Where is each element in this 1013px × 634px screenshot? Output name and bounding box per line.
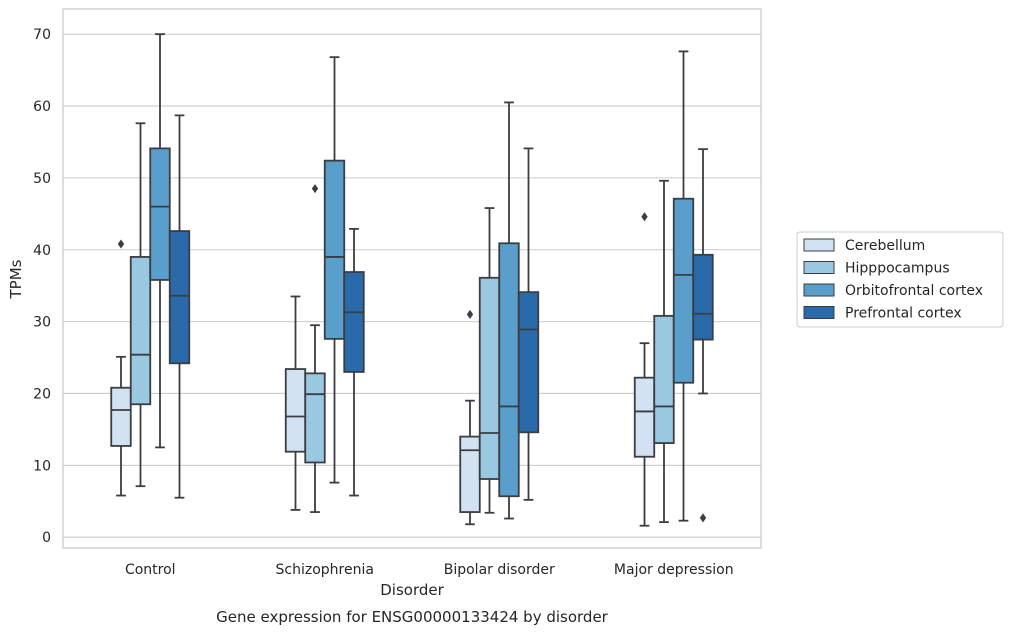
legend-swatch (803, 306, 835, 319)
box-body (343, 271, 365, 373)
legend-item-0: Cerebellum (803, 238, 925, 254)
box-body (459, 435, 481, 513)
legend-label: Hipppocampus (845, 261, 950, 277)
legend-swatch (803, 261, 835, 274)
chart-caption: Gene expression for ENSG00000133424 by d… (216, 608, 609, 626)
box-2-2 (498, 101, 520, 520)
box-body (129, 256, 152, 406)
y-tick-label: 20 (33, 386, 51, 402)
box-3-2 (672, 50, 695, 522)
y-tick-label: 60 (33, 99, 51, 115)
y-tick-label: 70 (33, 27, 51, 43)
box-3-3 (692, 148, 714, 523)
x-tick-label: Control (125, 562, 176, 578)
legend-item-3: Prefrontal cortex (803, 306, 962, 322)
box-1-3 (343, 228, 365, 497)
y-tick-label: 40 (33, 243, 51, 259)
legend-swatch (803, 238, 835, 252)
legend-label: Orbitofrontal cortex (845, 283, 983, 299)
box-layer (110, 33, 714, 527)
box-body (149, 147, 171, 281)
outlier-point (117, 239, 125, 249)
box-body (304, 372, 326, 464)
x-tick-label: Schizophrenia (276, 562, 374, 578)
plot-frame (62, 8, 762, 549)
tick-layer: 0 10 20 30 40 50 60 70 Control Schizophrenia Bipol… (33, 27, 733, 578)
box-0-0 (110, 239, 132, 497)
outlier-point (311, 184, 319, 194)
box-body (478, 276, 501, 480)
legend-frame (796, 231, 1004, 328)
box-body (672, 197, 695, 384)
y-tick-label: 10 (33, 458, 51, 474)
box-body (110, 386, 132, 447)
box-1-2 (323, 56, 346, 484)
box-body (692, 253, 714, 341)
box-0-2 (149, 33, 171, 449)
box-body (517, 291, 540, 434)
box-3-0 (633, 212, 656, 527)
box-2-0 (459, 309, 481, 526)
box-body (323, 159, 346, 340)
outlier-point (641, 212, 648, 222)
box-body (498, 242, 520, 498)
box-body (284, 368, 307, 453)
y-tick-label: 30 (33, 315, 51, 331)
box-2-1 (478, 207, 501, 514)
legend-swatch (803, 283, 835, 297)
box-0-3 (168, 114, 191, 499)
legend-item-1: Hipppocampus (803, 261, 950, 277)
box-1-1 (304, 184, 326, 513)
box-1-0 (284, 295, 307, 511)
y-tick-label: 50 (33, 171, 51, 187)
legend-label: Cerebellum (845, 238, 925, 254)
x-tick-label: Major depression (614, 562, 734, 578)
box-2-3 (517, 147, 540, 501)
x-tick-label: Bipolar disorder (444, 562, 555, 578)
legend-item-2: Orbitofrontal cortex (803, 283, 983, 299)
outlier-point (466, 309, 474, 319)
grid (63, 33, 761, 538)
box-body (633, 376, 656, 458)
outlier-point (699, 513, 707, 523)
x-axis-label: Disorder (380, 581, 444, 599)
legend: Cerebellum Hipppocampus Orbitofrontal cort… (796, 231, 1004, 328)
box-3-1 (653, 179, 675, 524)
box-body (653, 314, 675, 444)
box-body (168, 230, 191, 365)
y-axis-label: TPMs (7, 259, 25, 299)
box-0-1 (129, 122, 152, 488)
y-tick-label: 0 (42, 530, 51, 546)
legend-label: Prefrontal cortex (845, 306, 962, 322)
